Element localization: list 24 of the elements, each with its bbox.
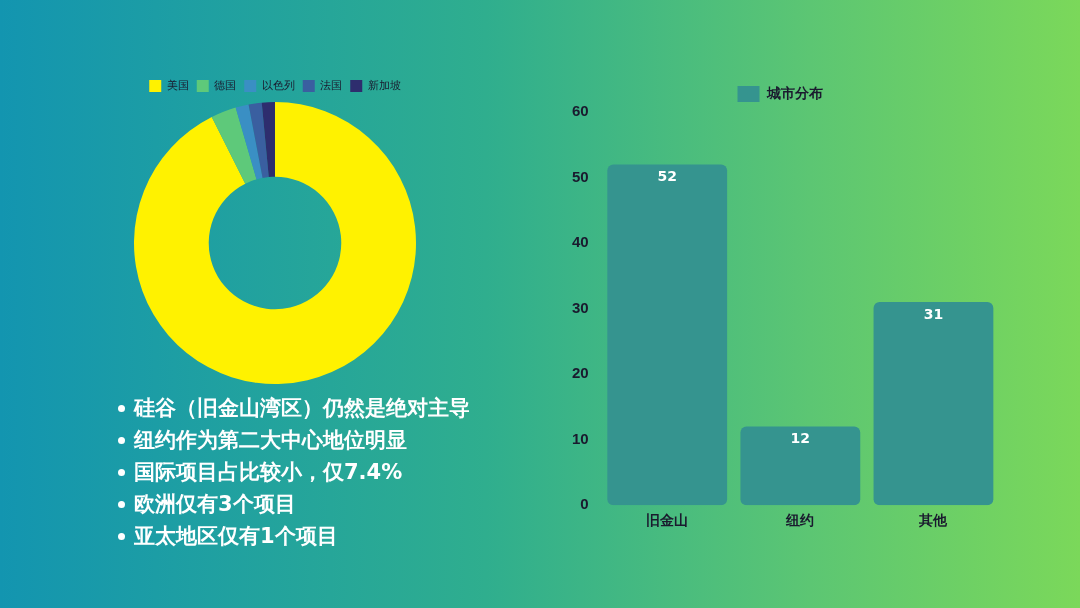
data-label: 12	[790, 430, 811, 447]
y-tick-label: 10	[572, 429, 589, 447]
text: 国际项目占比较小，仅7.4%	[134, 459, 403, 486]
text: 纽约作为第二大中心地位明显	[134, 427, 407, 454]
y-tick-label: 60	[572, 102, 589, 120]
text: 欧洲仅有3个项目	[134, 491, 296, 518]
legend-label: 德国	[214, 79, 237, 92]
y-tick-label: 20	[572, 364, 589, 382]
text: 亚太地区仅有1个项目	[134, 523, 338, 550]
legend-label: 新加坡	[367, 79, 401, 92]
text: 硅谷（旧金山湾区）仍然是绝对主导	[134, 395, 470, 422]
legend-label: 城市分布	[765, 84, 823, 101]
x-tick-label: 纽约	[785, 512, 815, 529]
legend-label: 美国	[166, 79, 189, 92]
y-tick-label: 40	[572, 233, 589, 251]
y-tick-label: 30	[572, 298, 589, 316]
y-tick-label: 50	[572, 167, 589, 185]
y-tick-label: 0	[580, 495, 589, 513]
x-tick-label: 旧金山	[646, 512, 689, 529]
data-label: 31	[923, 305, 944, 322]
data-label: 52	[657, 168, 677, 185]
x-tick-label: 其他	[918, 512, 949, 529]
legend-label: 法国	[320, 79, 343, 92]
legend-label: 以色列	[261, 79, 295, 92]
